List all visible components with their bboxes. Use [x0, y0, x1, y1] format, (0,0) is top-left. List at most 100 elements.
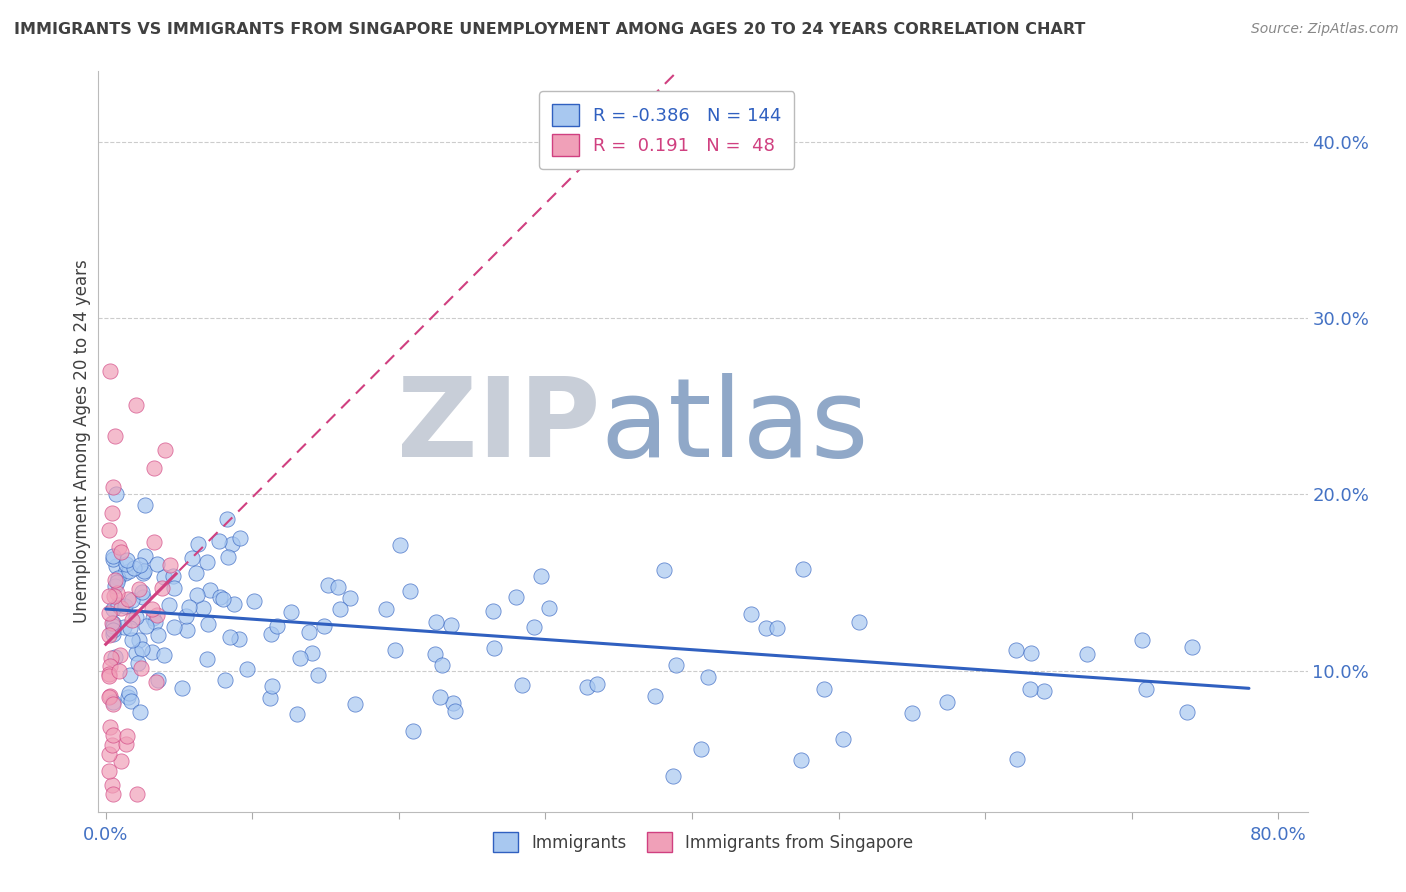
Point	[104, 428, 127, 442]
Point	[813, 682, 835, 697]
Point	[176, 623, 198, 637]
Point	[118, 564, 141, 578]
Point	[789, 753, 811, 767]
Point	[100, 650, 122, 665]
Point	[935, 695, 957, 709]
Point	[114, 599, 136, 614]
Point	[181, 551, 204, 566]
Point	[97, 524, 120, 538]
Point	[114, 557, 136, 571]
Point	[329, 602, 352, 616]
Point	[1177, 705, 1199, 719]
Point	[1032, 684, 1054, 698]
Point	[1005, 643, 1028, 657]
Point	[110, 648, 132, 663]
Point	[177, 600, 200, 615]
Point	[134, 564, 156, 578]
Point	[402, 723, 425, 738]
Point	[1135, 681, 1157, 696]
Point	[585, 677, 607, 691]
Point	[135, 619, 157, 633]
Point	[217, 550, 239, 565]
Point	[125, 787, 148, 801]
Point	[1181, 640, 1204, 655]
Point	[110, 545, 132, 559]
Point	[117, 729, 139, 743]
Point	[259, 690, 281, 705]
Point	[384, 642, 406, 657]
Point	[221, 537, 243, 551]
Point	[229, 531, 252, 545]
Point	[117, 690, 139, 704]
Point	[124, 647, 146, 661]
Point	[128, 558, 150, 573]
Point	[110, 754, 132, 768]
Point	[120, 694, 142, 708]
Point	[97, 627, 120, 641]
Text: IMMIGRANTS VS IMMIGRANTS FROM SINGAPORE UNEMPLOYMENT AMONG AGES 20 TO 24 YEARS C: IMMIGRANTS VS IMMIGRANTS FROM SINGAPORE …	[14, 22, 1085, 37]
Point	[121, 613, 143, 627]
Point	[142, 534, 165, 549]
Point	[186, 588, 208, 602]
Point	[755, 621, 778, 635]
Point	[97, 764, 120, 778]
Point	[98, 690, 121, 705]
Point	[104, 573, 127, 587]
Point	[288, 650, 311, 665]
Point	[108, 664, 131, 678]
Point	[665, 657, 688, 672]
Point	[163, 581, 186, 595]
Point	[214, 673, 236, 688]
Point	[120, 621, 142, 635]
Point	[298, 624, 321, 639]
Point	[260, 627, 283, 641]
Point	[307, 667, 329, 681]
Point	[287, 706, 309, 721]
Point	[114, 566, 136, 581]
Point	[131, 642, 153, 657]
Point	[121, 632, 143, 647]
Point	[120, 667, 142, 681]
Point	[97, 590, 120, 604]
Point	[211, 591, 233, 606]
Point	[124, 561, 146, 575]
Point	[228, 632, 250, 646]
Point	[132, 566, 155, 581]
Point	[127, 657, 149, 671]
Point	[301, 646, 323, 660]
Point	[576, 680, 599, 694]
Point	[107, 586, 129, 600]
Point	[652, 563, 675, 577]
Point	[900, 706, 922, 720]
Point	[765, 621, 787, 635]
Point	[101, 623, 124, 637]
Point	[146, 673, 169, 688]
Point	[143, 615, 166, 629]
Point	[441, 696, 464, 710]
Point	[97, 669, 120, 683]
Point	[697, 670, 720, 684]
Point	[101, 615, 124, 630]
Point	[101, 695, 124, 709]
Point	[103, 589, 125, 603]
Point	[198, 583, 221, 598]
Point	[143, 460, 166, 475]
Point	[1076, 647, 1098, 661]
Point	[101, 549, 124, 563]
Point	[162, 620, 184, 634]
Point	[131, 585, 153, 599]
Point	[142, 611, 165, 625]
Point	[280, 606, 302, 620]
Point	[101, 602, 124, 616]
Point	[132, 590, 155, 604]
Point	[1019, 646, 1042, 660]
Point	[429, 690, 451, 705]
Point	[266, 619, 288, 633]
Point	[107, 598, 129, 612]
Text: ZIP: ZIP	[396, 373, 600, 480]
Point	[145, 675, 167, 690]
Point	[141, 645, 163, 659]
Point	[101, 619, 124, 633]
Point	[104, 649, 127, 664]
Point	[103, 552, 125, 566]
